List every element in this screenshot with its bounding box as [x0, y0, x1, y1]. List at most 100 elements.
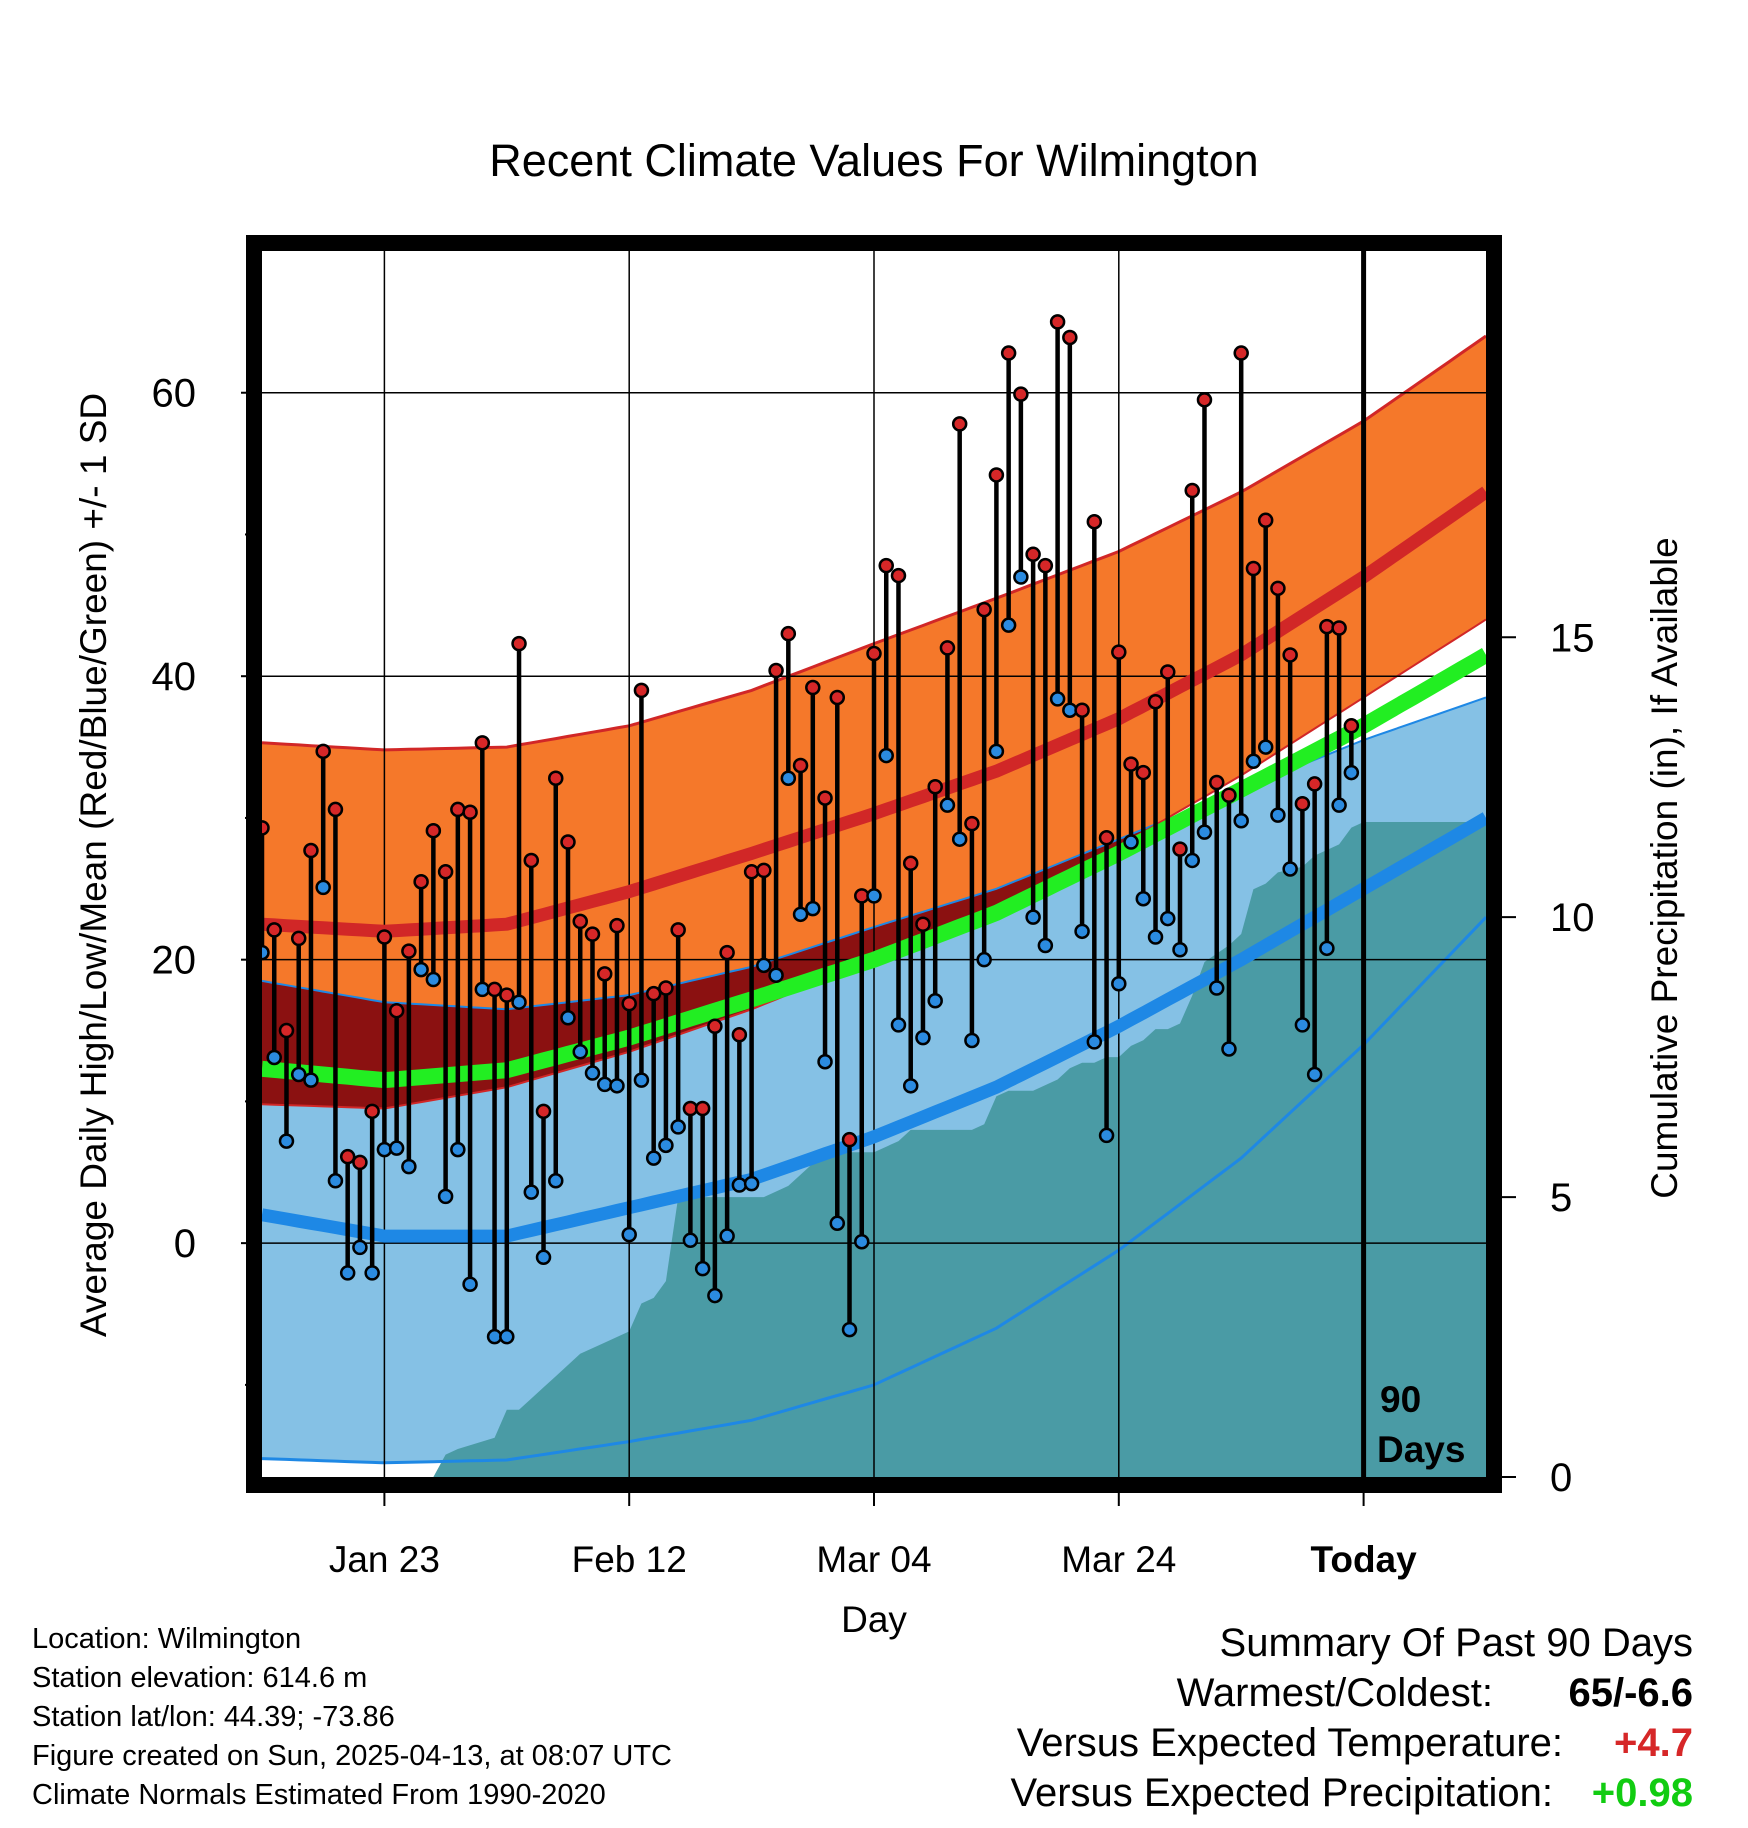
- observed-low-point: [743, 1175, 760, 1192]
- summary-warm-cold: Warmest/Coldest: 65/-6.6: [1010, 1668, 1693, 1718]
- precip-value: +0.98: [1591, 1771, 1693, 1815]
- observed-low-point: [523, 1184, 540, 1200]
- observed-high-point: [425, 822, 442, 839]
- observed-low-point: [1233, 813, 1249, 829]
- y2-tick-label: 10: [1550, 896, 1595, 940]
- observed-high-point: [560, 834, 576, 850]
- observed-high-point: [486, 981, 503, 998]
- temp-value: +4.7: [1614, 1721, 1693, 1765]
- observed-low-point: [596, 1076, 613, 1093]
- y-tick-label: 60: [152, 372, 197, 416]
- info-normals: Climate Normals Estimated From 1990-2020: [32, 1779, 606, 1811]
- observed-high-point: [951, 416, 968, 432]
- observed-high-point: [1098, 830, 1115, 846]
- observed-low-point: [388, 1140, 405, 1156]
- observed-low-point: [694, 1260, 711, 1277]
- avg-mean-line: [262, 647, 1486, 1089]
- observed-low-point: [854, 1233, 870, 1250]
- observed-low-point: [560, 1010, 576, 1026]
- observed-low-point: [670, 1119, 686, 1135]
- observed-low-point: [890, 1017, 907, 1033]
- observed-low-point: [1000, 617, 1017, 633]
- observed-high-point: [621, 995, 637, 1012]
- observed-high-point: [658, 980, 674, 996]
- observed-high-point: [964, 815, 980, 832]
- observed-low-point: [1319, 940, 1335, 957]
- observed-high-point: [548, 770, 564, 787]
- observed-high-point: [1037, 557, 1054, 574]
- observed-low-point: [939, 797, 956, 813]
- observed-high-point: [339, 1148, 356, 1165]
- observed-high-point: [878, 557, 894, 574]
- observed-high-point: [262, 820, 270, 836]
- observed-low-point: [327, 1173, 344, 1189]
- observed-high-point: [376, 929, 393, 945]
- observed-low-point: [376, 1141, 393, 1158]
- observed-high-point: [1025, 546, 1041, 563]
- observed-low-point: [315, 879, 331, 896]
- observed-low-point: [1147, 929, 1164, 945]
- observed-high-point: [290, 930, 307, 947]
- x-axis-label: Day: [841, 1599, 907, 1640]
- chart-title: Recent Climate Values For Wilmington: [489, 135, 1258, 186]
- observed-high-point: [388, 1002, 405, 1019]
- observed-high-point: [352, 1154, 368, 1171]
- observed-high-point: [572, 913, 588, 930]
- x-tick-label: Today: [1310, 1539, 1417, 1580]
- observed-high-point: [1270, 580, 1286, 597]
- y2-tick-label: 15: [1550, 616, 1595, 660]
- observed-low-point: [278, 1133, 295, 1149]
- observed-low-point: [1331, 797, 1347, 813]
- observed-high-point: [1172, 841, 1188, 857]
- observed-low-point: [927, 993, 943, 1009]
- observed-low-point: [1245, 753, 1262, 769]
- observed-low-point: [902, 1078, 919, 1094]
- observed-high-point: [1343, 718, 1360, 734]
- observed-high-point: [743, 864, 760, 880]
- observed-low-point: [1208, 980, 1225, 996]
- observed-high-point: [829, 689, 846, 706]
- observed-high-point: [805, 679, 821, 696]
- observed-low-point: [1343, 764, 1360, 781]
- observed-low-point: [499, 1328, 515, 1345]
- observed-high-point: [976, 601, 992, 618]
- observed-high-point: [645, 985, 662, 1002]
- y-axis-left: 0 20 40 60: [152, 372, 254, 1386]
- observed-high-point: [278, 1022, 295, 1039]
- observed-low-point: [1306, 1066, 1323, 1083]
- observed-low-point: [645, 1150, 662, 1166]
- observed-low-point: [1037, 937, 1054, 954]
- observed-low-point: [878, 747, 894, 764]
- y2-axis-label: Cumulative Precipitation (in), If Availa…: [1644, 537, 1685, 1199]
- info-created: Figure created on Sun, 2025-04-13, at 08…: [32, 1740, 672, 1772]
- observed-high-point: [327, 801, 344, 818]
- cumulative-precipitation-area: [262, 822, 1486, 1477]
- observed-high-point: [1135, 764, 1152, 781]
- observed-low-point: [584, 1065, 601, 1081]
- info-location: Location: Wilmington: [32, 1623, 302, 1655]
- observed-high-point: [915, 916, 931, 932]
- observed-high-point: [523, 852, 540, 869]
- observed-high-point: [1208, 774, 1225, 791]
- observed-low-point: [290, 1066, 307, 1083]
- observed-high-point: [1160, 664, 1176, 680]
- observed-low-point: [915, 1029, 931, 1046]
- observed-low-point: [964, 1032, 980, 1049]
- observed-high-point: [474, 735, 491, 751]
- observed-low-point: [339, 1265, 356, 1281]
- observed-high-point: [1196, 392, 1213, 408]
- observed-high-point: [731, 1027, 748, 1043]
- observed-high-point: [1062, 329, 1078, 346]
- x-tick-label: Mar 24: [1061, 1539, 1176, 1580]
- observed-low-point: [364, 1265, 380, 1281]
- observed-low-point: [1013, 569, 1029, 585]
- observed-high-point: [1282, 647, 1298, 663]
- observed-low-point: [1282, 861, 1298, 877]
- observed-low-point: [401, 1158, 417, 1175]
- observed-high-point: [1123, 756, 1139, 772]
- observed-high-point: [437, 864, 454, 880]
- observed-high-point: [1294, 796, 1311, 812]
- observed-high-point: [988, 467, 1005, 483]
- y-axis-label: Average Daily High/Low/Mean (Red/Blue/Gr…: [73, 393, 114, 1337]
